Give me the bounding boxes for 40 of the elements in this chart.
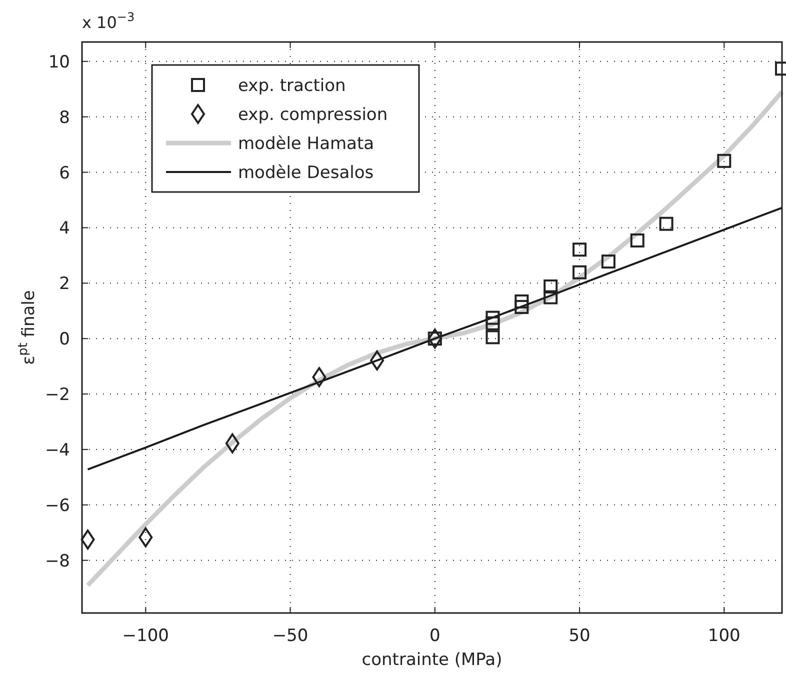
point [717,154,732,168]
y-tick-label: 8 [59,108,70,128]
legend-label: modèle Hamata [238,134,374,154]
x-tick-label: 100 [708,626,740,646]
x-tick-label: −100 [122,626,169,646]
point [80,530,95,550]
point [544,279,558,294]
point [486,310,500,325]
y-tick-label: 6 [59,163,70,184]
point [630,233,644,248]
x-axis-title: contrainte (MPa) [362,650,502,670]
x-tick-label: 50 [568,626,590,646]
y-tick-label: −8 [44,551,70,572]
legend-label: exp. compression [238,105,388,125]
point [370,350,384,370]
y-tick-label: 10 [48,52,70,72]
point [514,300,529,314]
point [572,242,587,257]
point [601,254,616,269]
y-tick-label: 4 [59,218,70,239]
point [138,527,153,548]
point [486,316,500,330]
y-tick-label: 2 [59,274,70,294]
legend-label: exp. traction [238,76,346,96]
y-tick-label: −6 [44,496,70,516]
y-tick-label: −4 [44,440,70,460]
x-tick-label: −50 [272,626,308,646]
y-tick-label: 0 [59,330,70,350]
point [572,265,587,280]
text: x 10$^{−3}$ [82,10,135,32]
point [486,330,500,344]
point [514,294,529,308]
point [428,328,442,349]
point [659,216,674,231]
legend-label: modèle Desalos [238,163,374,183]
point [544,290,558,304]
point [225,433,240,454]
y-tick-label: −2 [44,385,70,406]
x-tick-label: 0 [429,626,440,646]
point [312,367,326,388]
